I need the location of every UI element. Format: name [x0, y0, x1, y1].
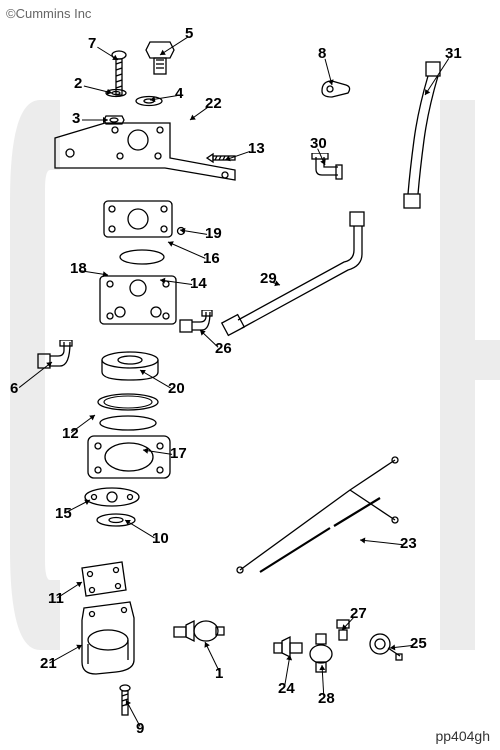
part-gasket-11	[74, 560, 130, 600]
callout-22: 22	[205, 95, 222, 112]
callout-6: 6	[10, 380, 18, 397]
callout-4: 4	[175, 85, 183, 102]
part-cover-top	[98, 195, 178, 243]
callout-10: 10	[152, 530, 169, 547]
part-valve-28	[306, 632, 336, 674]
callout-12: 12	[62, 425, 79, 442]
part-washer-4	[134, 95, 164, 107]
part-hose-31	[398, 60, 448, 210]
part-tube-29	[218, 210, 368, 340]
part-elbow-30	[310, 153, 344, 183]
callout-15: 15	[55, 505, 72, 522]
part-housing-17	[84, 432, 174, 482]
part-hex-fitting-5	[142, 38, 178, 78]
callout-20: 20	[168, 380, 185, 397]
part-plate-15	[82, 486, 142, 508]
callout-26: 26	[215, 340, 232, 357]
callout-11: 11	[48, 590, 64, 607]
callout-23: 23	[400, 535, 417, 552]
callout-7: 7	[88, 35, 96, 52]
callout-13: 13	[248, 140, 265, 157]
part-wire-23	[230, 450, 410, 580]
part-ring-19	[176, 226, 186, 236]
callout-9: 9	[136, 720, 144, 737]
part-solenoid-21	[76, 600, 142, 680]
part-oring-12b	[96, 414, 160, 432]
part-elbow-26	[178, 310, 214, 340]
part-screw-9	[118, 684, 132, 718]
callout-31: 31	[445, 45, 462, 62]
part-sensor-1	[172, 615, 226, 651]
drawing-id-text: pp404gh	[435, 728, 490, 744]
callout-27: 27	[350, 605, 367, 622]
callout-24: 24	[278, 680, 295, 697]
part-oring-12a	[94, 392, 162, 412]
part-piston-20	[98, 350, 162, 384]
callout-28: 28	[318, 690, 335, 707]
part-block-14	[96, 272, 180, 328]
callout-17: 17	[170, 445, 187, 462]
callout-25: 25	[410, 635, 427, 652]
callout-21: 21	[40, 655, 57, 672]
callout-5: 5	[185, 25, 193, 42]
callout-1: 1	[215, 665, 223, 682]
callout-8: 8	[318, 45, 326, 62]
callout-19: 19	[205, 225, 222, 242]
part-elbow-6	[36, 340, 76, 378]
part-disc-16	[118, 248, 166, 266]
callout-29: 29	[260, 270, 277, 287]
callout-18: 18	[70, 260, 87, 277]
callout-2: 2	[74, 75, 82, 92]
callout-14: 14	[190, 275, 207, 292]
callout-3: 3	[72, 110, 80, 127]
part-fitting-24	[272, 635, 306, 661]
part-screw-13	[205, 150, 239, 172]
part-washer-10	[94, 512, 138, 528]
part-clip-8	[318, 75, 354, 101]
copyright-text: ©Cummins Inc	[6, 6, 91, 21]
part-washer-2	[104, 88, 128, 98]
part-clamp-25	[366, 630, 404, 662]
callout-30: 30	[310, 135, 327, 152]
callout-16: 16	[203, 250, 220, 267]
